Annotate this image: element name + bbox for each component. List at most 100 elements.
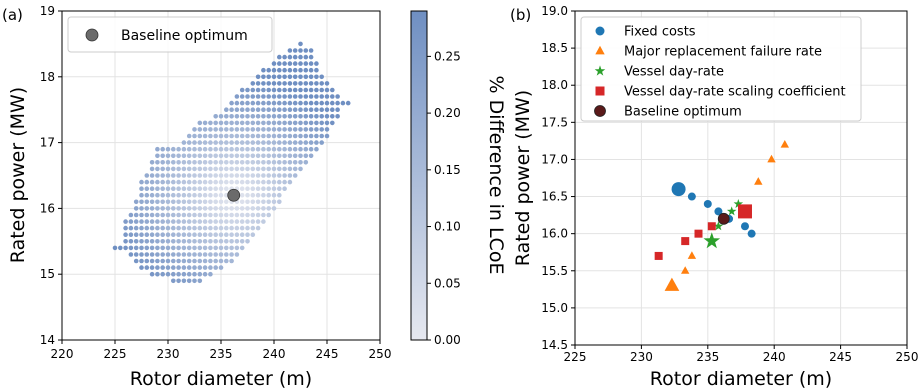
panel-a-legend: Baseline optimum: [67, 16, 273, 53]
design-point: [261, 100, 266, 106]
design-point: [155, 245, 160, 251]
design-point: [149, 199, 155, 205]
design-point: [160, 252, 165, 257]
design-point: [224, 153, 229, 159]
design-point: [208, 265, 213, 270]
design-point: [266, 179, 272, 185]
design-point: [165, 166, 171, 172]
design-point: [245, 114, 250, 119]
design-point: [250, 140, 256, 145]
design-point: [229, 212, 234, 218]
design-point: [319, 74, 325, 80]
data-point-triangle: [780, 140, 789, 148]
design-point: [218, 239, 224, 244]
design-point: [139, 265, 144, 270]
design-point: [197, 258, 203, 264]
design-point: [144, 239, 150, 244]
design-point: [144, 212, 150, 218]
design-point: [234, 114, 240, 119]
design-point: [245, 87, 250, 93]
design-point: [213, 114, 218, 119]
design-point: [213, 206, 218, 211]
design-point: [165, 258, 171, 264]
design-point: [261, 133, 266, 139]
design-point: [303, 160, 309, 165]
design-point: [239, 225, 245, 231]
data-point-triangle: [687, 251, 697, 259]
design-point: [234, 107, 240, 112]
design-point: [271, 140, 277, 145]
design-point: [176, 232, 181, 237]
design-point: [202, 153, 208, 159]
design-point: [176, 278, 181, 284]
design-point: [314, 140, 319, 145]
design-point: [181, 146, 187, 152]
design-point: [271, 120, 277, 126]
tick-label-y: 18.5: [541, 41, 568, 55]
design-point: [197, 252, 203, 257]
design-point: [165, 252, 171, 257]
design-point: [239, 127, 245, 132]
design-point: [261, 140, 266, 145]
design-point: [160, 192, 165, 198]
data-point-circle: [703, 199, 712, 208]
design-point: [277, 61, 282, 66]
design-point: [213, 133, 218, 139]
design-point: [282, 107, 287, 112]
design-point: [277, 160, 282, 165]
design-point: [218, 166, 224, 172]
design-point: [239, 120, 245, 126]
design-point: [171, 225, 176, 231]
design-point: [245, 179, 250, 185]
design-point: [261, 127, 266, 132]
colorbar-tick-label: 0.10: [434, 220, 461, 234]
design-point: [155, 192, 160, 198]
design-point: [303, 67, 309, 73]
design-point: [176, 179, 181, 185]
tick-label-x: 245: [829, 350, 852, 364]
design-point: [155, 199, 160, 205]
design-point: [197, 179, 203, 185]
design-point: [250, 232, 256, 237]
design-point: [261, 219, 266, 224]
design-point: [181, 232, 187, 237]
design-point: [160, 173, 165, 178]
design-point: [202, 133, 208, 139]
design-point: [171, 206, 176, 211]
design-point: [303, 120, 309, 126]
design-point: [314, 87, 319, 93]
design-point: [218, 140, 224, 145]
legend-label: Fixed costs: [624, 25, 696, 40]
design-point: [266, 127, 272, 132]
design-point: [245, 199, 250, 205]
design-point: [224, 146, 229, 152]
design-point: [239, 107, 245, 112]
design-point: [298, 61, 303, 66]
tick-label-x: 235: [696, 350, 719, 364]
design-point: [224, 206, 229, 211]
design-point: [224, 232, 229, 237]
design-point: [181, 265, 187, 270]
design-point: [245, 127, 250, 132]
legend-baseline-marker: [85, 28, 99, 42]
panel-a-feasible-points: [112, 41, 351, 284]
design-point: [324, 94, 330, 99]
design-point: [287, 146, 293, 152]
design-point: [271, 74, 277, 80]
design-point: [128, 239, 134, 244]
design-point: [308, 67, 314, 73]
design-point: [314, 61, 319, 66]
design-point: [255, 212, 261, 218]
design-point: [133, 232, 139, 237]
design-point: [224, 173, 229, 178]
design-point: [171, 252, 176, 257]
legend-marker-circle: [595, 26, 605, 36]
tick-label-x: 240: [263, 347, 286, 361]
design-point: [144, 225, 150, 231]
design-point: [224, 225, 229, 231]
tick-label-x: 225: [104, 347, 127, 361]
data-point-circle: [714, 207, 723, 216]
data-point-circle: [671, 182, 686, 197]
design-point: [202, 140, 208, 145]
design-point: [239, 192, 245, 198]
